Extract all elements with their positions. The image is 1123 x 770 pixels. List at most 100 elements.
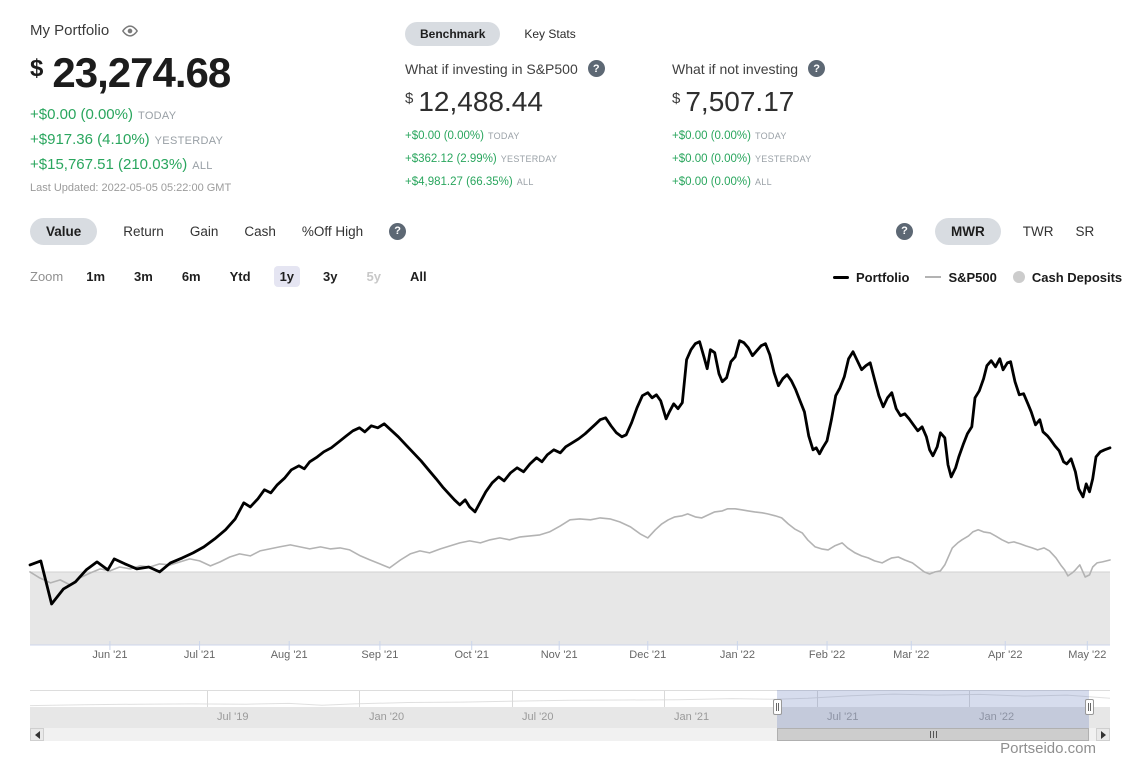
tab-benchmark[interactable]: Benchmark bbox=[405, 22, 501, 46]
change-row-yesterday: +$917.36 (4.10%) YESTERDAY bbox=[30, 131, 231, 149]
range-5y-button: 5y bbox=[361, 266, 387, 287]
change-amount: +$0.00 (0.00%) bbox=[672, 130, 751, 142]
eye-icon[interactable] bbox=[121, 24, 139, 37]
navigator-axis-label: Jul '21 bbox=[827, 711, 859, 723]
x-axis-label: Aug '21 bbox=[270, 649, 308, 661]
navigator-selection[interactable] bbox=[777, 690, 1089, 728]
range-ytd-button[interactable]: Ytd bbox=[224, 266, 257, 287]
change-amount: +$0.00 (0.00%) bbox=[672, 153, 751, 165]
metric-cash-button[interactable]: Cash bbox=[244, 223, 276, 239]
navigator-gridline bbox=[207, 691, 208, 708]
return-method-toolbar: ? MWR TWR SR bbox=[896, 217, 1094, 245]
navigator-axis-label: Jan '22 bbox=[979, 711, 1015, 723]
help-icon[interactable]: ? bbox=[389, 222, 407, 240]
whatif-sp500-heading: What if investing in S&P500 bbox=[405, 60, 578, 77]
tab-key-stats[interactable]: Key Stats bbox=[524, 27, 576, 41]
navigator-axis-band: Jul '19 Jan '20 Jul '20 Jan '21 Jul '21 Jan '… bbox=[30, 707, 1110, 728]
metric-gain-button[interactable]: Gain bbox=[189, 223, 219, 239]
change-period: YESTERDAY bbox=[154, 135, 224, 147]
twr-button[interactable]: TWR bbox=[1022, 223, 1054, 239]
range-3m-button[interactable]: 3m bbox=[128, 266, 159, 287]
portfolio-line-swatch bbox=[833, 275, 849, 279]
change-period: TODAY bbox=[487, 131, 520, 141]
change-period: ALL bbox=[516, 177, 534, 187]
change-amount: +$15,767.51 (210.03%) bbox=[30, 156, 188, 173]
legend-item-sp500[interactable]: S&P500 bbox=[925, 269, 997, 285]
navigator-sparkline bbox=[29, 693, 1111, 707]
metric-offhigh-button[interactable]: %Off High bbox=[301, 223, 364, 239]
navigator-left-handle[interactable] bbox=[773, 699, 782, 715]
x-axis-label: May '22 bbox=[1068, 649, 1107, 661]
x-axis-label: Jul '21 bbox=[183, 649, 216, 661]
change-amount: +$362.12 (2.99%) bbox=[405, 153, 497, 165]
range-6m-button[interactable]: 6m bbox=[176, 266, 207, 287]
legend-item-portfolio[interactable]: Portfolio bbox=[833, 270, 909, 285]
help-icon[interactable]: ? bbox=[587, 60, 605, 77]
x-axis-labels: Jun '21 Jul '21 Aug '21 Sep '21 Oct '21 Nov '… bbox=[30, 649, 1110, 663]
x-axis-label: Dec '21 bbox=[629, 649, 667, 661]
whatif-sp500-value: 12,488.44 bbox=[418, 86, 543, 117]
change-amount: +$917.36 (4.10%) bbox=[30, 131, 150, 148]
whatif-cash-value: 7,507.17 bbox=[685, 86, 795, 117]
last-updated: Last Updated: 2022-05-05 05:22:00 GMT bbox=[30, 182, 232, 194]
whatif-cash-card: What if not investing ? $ 7,507.17 +$0.0… bbox=[672, 60, 932, 190]
help-icon[interactable]: ? bbox=[896, 222, 913, 240]
cash-deposits-swatch bbox=[1012, 271, 1025, 283]
help-icon[interactable]: ? bbox=[808, 60, 826, 77]
change-row-all: +$4,981.27 (66.35%) ALL bbox=[405, 172, 665, 190]
change-period: YESTERDAY bbox=[500, 154, 558, 164]
x-axis-label: Sep '21 bbox=[361, 649, 399, 661]
change-period: YESTERDAY bbox=[754, 154, 812, 164]
x-axis-label: Jan '22 bbox=[719, 649, 755, 661]
currency-symbol: $ bbox=[30, 55, 44, 82]
navigator-right-handle[interactable] bbox=[1085, 699, 1094, 715]
mwr-button[interactable]: MWR bbox=[935, 217, 1001, 245]
page-title: My Portfolio bbox=[30, 22, 110, 39]
metric-value-button[interactable]: Value bbox=[30, 217, 98, 245]
navigator-gridline bbox=[359, 691, 360, 708]
x-axis-label: Nov '21 bbox=[540, 649, 578, 661]
zoom-range-bar: Zoom 1m 3m 6m Ytd 1y 3y 5y All bbox=[30, 265, 433, 288]
navigator-axis-label: Jan '20 bbox=[369, 711, 405, 723]
navigator-strip[interactable] bbox=[29, 690, 1111, 708]
navigator-gridline bbox=[969, 691, 970, 708]
x-axis-label: Mar '22 bbox=[893, 649, 930, 661]
legend-label: Portfolio bbox=[856, 269, 910, 285]
change-amount: +$4,981.27 (66.35%) bbox=[405, 176, 513, 188]
change-row-today: +$0.00 (0.00%) TODAY bbox=[30, 106, 231, 124]
scrollbar-thumb[interactable] bbox=[777, 728, 1089, 741]
range-1m-button[interactable]: 1m bbox=[80, 266, 111, 287]
change-amount: +$0.00 (0.00%) bbox=[405, 130, 484, 142]
legend-item-cash-deposits[interactable]: Cash Deposits bbox=[1012, 269, 1123, 285]
range-all-button[interactable]: All bbox=[404, 266, 433, 287]
x-axis-label: Jun '21 bbox=[92, 649, 128, 661]
sr-button[interactable]: SR bbox=[1075, 223, 1095, 239]
chart-legend: Portfolio S&P500 Cash Deposits bbox=[833, 267, 1122, 287]
navigator-gridline bbox=[512, 691, 513, 708]
sp500-line-swatch bbox=[925, 276, 942, 278]
currency-symbol: $ bbox=[672, 90, 681, 107]
metric-return-button[interactable]: Return bbox=[123, 223, 164, 239]
chart-plot-area[interactable] bbox=[30, 300, 1110, 645]
navigator-gridline bbox=[817, 691, 818, 708]
change-row-all: +$0.00 (0.00%) ALL bbox=[672, 172, 932, 190]
whatif-sp500-card: What if investing in S&P500 ? $ 12,488.4… bbox=[405, 60, 665, 190]
watermark: Portseido.com bbox=[1000, 740, 1096, 757]
metric-toolbar: Value Return Gain Cash %Off High ? bbox=[30, 217, 407, 245]
change-row-today: +$0.00 (0.00%) TODAY bbox=[672, 126, 932, 144]
zoom-label: Zoom bbox=[30, 269, 64, 284]
portfolio-value: $ 23,274.68 bbox=[30, 52, 231, 94]
scrollbar-right-arrow[interactable] bbox=[1096, 728, 1110, 741]
navigator-axis-label: Jul '19 bbox=[217, 711, 249, 723]
x-axis-label: Feb '22 bbox=[808, 649, 846, 661]
change-period: ALL bbox=[192, 160, 213, 172]
change-row-yesterday: +$0.00 (0.00%) YESTERDAY bbox=[672, 149, 932, 167]
change-amount: +$0.00 (0.00%) bbox=[672, 176, 751, 188]
range-3y-button[interactable]: 3y bbox=[317, 266, 343, 287]
legend-label: Cash Deposits bbox=[1031, 269, 1123, 285]
scrollbar-left-arrow[interactable] bbox=[30, 728, 44, 741]
navigator-gridline bbox=[664, 691, 665, 708]
legend-label: S&P500 bbox=[948, 269, 997, 285]
range-1y-button[interactable]: 1y bbox=[273, 266, 301, 287]
